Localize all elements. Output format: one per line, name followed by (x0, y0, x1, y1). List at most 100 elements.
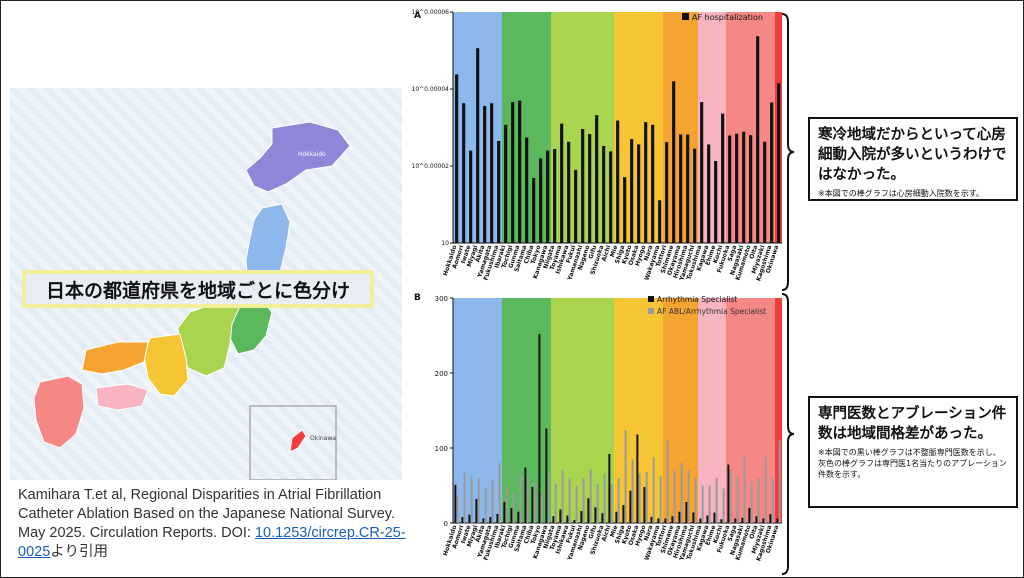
chartB-bar-abl-ratio (596, 484, 599, 523)
chartB-bar-specialist (475, 499, 478, 523)
chartB-tick-label: Gifu (587, 524, 598, 539)
chartB-bar-specialist (580, 511, 583, 523)
chartB-panel-letter: B (414, 293, 421, 303)
chartA-y-tick-label: 10^0.00002 (412, 163, 450, 170)
chartA-bar (721, 113, 725, 243)
chartB-bar-abl-ratio (750, 481, 753, 523)
chartB-region-band (726, 298, 775, 523)
chartB-bar-abl-ratio (722, 488, 725, 523)
map-region-hokkaido (245, 121, 351, 193)
chartB-bar-specialist (482, 518, 485, 523)
chartA-bar (700, 102, 704, 243)
chartB-bar-specialist (622, 505, 625, 523)
chartB-bar-abl-ratio (694, 478, 697, 523)
map-region-chugoku (81, 341, 149, 375)
chartB-region-band (551, 298, 614, 523)
chartB-bar-specialist (608, 454, 611, 523)
chartB-bar-specialist (692, 512, 695, 523)
chartB-y-tick-label: 0 (444, 520, 448, 528)
map-region-okinawa (289, 429, 307, 453)
chartA-panel-letter: A (414, 11, 421, 21)
chartA-legend-swatch (682, 13, 689, 20)
chartB-legend-swatch-specialist (648, 296, 654, 302)
chartA-bar (658, 200, 662, 243)
chartB-bar-abl-ratio (477, 478, 480, 523)
chartB-bar-specialist (755, 516, 758, 523)
chartA-tick-label: Saga (727, 244, 739, 262)
chartA-bracket (781, 13, 795, 291)
citation-text: Kamihara T.et al, Regional Disparities i… (18, 487, 395, 541)
callout-top-note: ※本図での棒グラフは心房細動入院数を示す。 (818, 189, 984, 198)
chartB-bar-specialist (657, 518, 660, 523)
doi-link[interactable]: 10.1253/circrep.CR-25-0025 (18, 525, 406, 560)
chartB-bar-specialist (594, 507, 597, 523)
chartA-bar (644, 122, 648, 243)
chartB-bar-abl-ratio (568, 478, 571, 523)
chartA-tick-label: Gifu (587, 244, 598, 259)
chartB-bar-specialist (713, 512, 716, 523)
chartA-bar (553, 149, 557, 243)
chartA-bar (623, 177, 627, 243)
chartB-bar-abl-ratio (624, 430, 627, 523)
chartA-tick-label: Nara (643, 244, 655, 261)
chartB-bar-abl-ratio (582, 478, 585, 523)
chartB-bar-specialist (720, 519, 723, 523)
chartA-legend-label: AF hospitalization (692, 13, 763, 22)
chartB-region-band (502, 298, 551, 523)
chartB-bar-specialist (601, 513, 604, 523)
chartB-region-band (614, 298, 663, 523)
chartB-bar-specialist (496, 514, 499, 523)
chartB-bar-abl-ratio (687, 470, 690, 523)
chartB-bar-specialist (454, 484, 457, 523)
chartB-bar-specialist (734, 518, 737, 523)
chartA-bar (679, 134, 683, 243)
chartA-bar (581, 129, 585, 243)
chartA-bar (637, 144, 641, 243)
chartB-bar-abl-ratio (666, 440, 669, 523)
callout-top: 寒冷地域だからといって心房細動入院が多いというわけではなかった。 ※本図での棒グ… (808, 117, 1018, 201)
chartA-bar (546, 150, 550, 243)
chartB-tick-label: Mie (609, 524, 619, 538)
chartB-bar-specialist (699, 518, 702, 523)
chartB-bar-abl-ratio (575, 485, 578, 523)
chartA-bar (525, 137, 529, 243)
chartB-bar-abl-ratio (645, 472, 648, 523)
chartA-bar (574, 169, 578, 243)
chartA-bar (539, 158, 543, 243)
chartB-bar-abl-ratio (470, 476, 473, 523)
chartA-bar (742, 131, 746, 243)
chartB-bar-abl-ratio (638, 473, 641, 523)
chartB-legend-swatch-abl (648, 308, 654, 314)
chartB-bar-specialist (489, 517, 492, 523)
chartB-bar-specialist (706, 515, 709, 523)
chartB-bar-specialist (538, 334, 541, 523)
chartB-tick-label: Oita (748, 524, 759, 540)
chartA-bar (770, 102, 774, 243)
chartA-y-tick-label: 10^0.00006 (412, 9, 450, 16)
chartB-bar-specialist (573, 520, 576, 523)
chartB-bar-abl-ratio (554, 484, 557, 523)
chartB-bar-specialist (678, 511, 681, 523)
chartA-bar (504, 124, 508, 243)
chartA-bar (497, 140, 501, 243)
chartA-bar (763, 141, 767, 243)
chartB-bar-abl-ratio (491, 480, 494, 523)
chartB-bar-abl-ratio (505, 485, 508, 523)
chartB-bar-abl-ratio (547, 472, 550, 523)
chartA-bar (483, 105, 487, 243)
chartB-bar-abl-ratio (764, 457, 767, 523)
chartB-bar-abl-ratio (673, 470, 676, 523)
chartA-bar (616, 120, 620, 243)
chartB-bar-abl-ratio (729, 470, 732, 523)
chartB-bar-abl-ratio (701, 485, 704, 523)
chartA-y-tick-label: 10 (441, 240, 449, 247)
chartA-bar (455, 74, 459, 244)
chartB-bar-specialist (615, 511, 618, 523)
chartB-bar-specialist (468, 514, 471, 523)
chartB-bar-specialist (566, 515, 569, 523)
japan-map-panel: Hokkaido Okinawa 日本の都道府県を地域ごとに色分け (10, 88, 402, 480)
chartB-bar-specialist (769, 514, 772, 523)
chartA-bar (686, 134, 690, 243)
chartB-bar-abl-ratio (680, 463, 683, 523)
chartB-bar-abl-ratio (561, 470, 564, 523)
